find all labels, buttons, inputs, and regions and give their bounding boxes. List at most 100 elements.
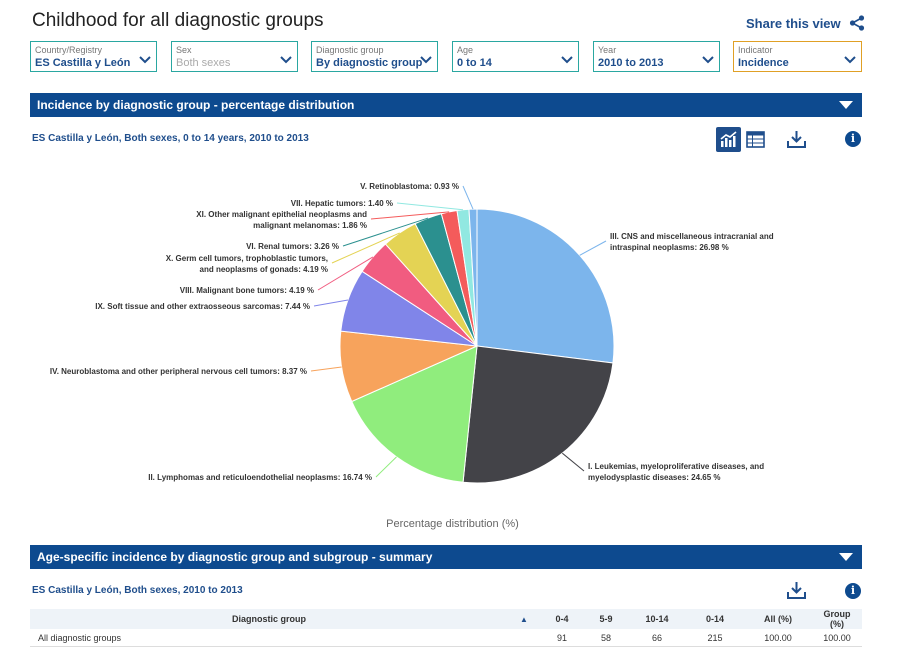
column-header-label: 0-4 (555, 614, 569, 624)
filter-age-value: 0 to 14 (457, 57, 492, 69)
data-label: II. Lymphomas and reticuloendothelial ne… (148, 473, 372, 482)
data-label: IV. Neuroblastoma and other peripheral n… (50, 367, 307, 376)
data-label: III. CNS and miscellaneous intracranial … (610, 232, 774, 252)
info-icon[interactable]: i (845, 131, 861, 147)
pie-connector (561, 452, 585, 472)
filter-sex-value: Both sexes (176, 57, 231, 69)
sort-up-icon: ▲ (520, 615, 528, 624)
pie-connector (317, 256, 374, 291)
filter-indicator-label: Indicator (738, 45, 773, 55)
chart-x-axis-label: Percentage distribution (%) (386, 518, 519, 530)
column-header-label: Group (%) (823, 609, 851, 629)
column-header-label: 0-14 (705, 614, 724, 624)
filter-year[interactable]: Year 2010 to 2013 (593, 41, 720, 72)
table-cell: 215 (686, 629, 744, 647)
page-title: Childhood for all diagnostic groups (32, 10, 324, 31)
filter-year-label: Year (598, 45, 617, 55)
column-header[interactable]: 0-4 (540, 609, 584, 629)
collapse-icon (839, 101, 853, 109)
share-label: Share this view (746, 15, 841, 31)
column-header-label: All (%) (764, 614, 792, 624)
data-label: I. Leukemias, myeloproliferative disease… (588, 462, 764, 482)
table-icon (746, 131, 765, 148)
filter-country-label: Country/Registry (35, 45, 103, 55)
filter-indicator[interactable]: Indicator Incidence (733, 41, 862, 72)
section-header-summary[interactable]: Age-specific incidence by diagnostic gro… (30, 545, 862, 569)
chart-view-button[interactable] (716, 127, 741, 152)
table-cell: 58 (584, 629, 628, 647)
data-label: VIII. Malignant bone tumors: 4.19 % (180, 286, 314, 295)
data-label: IX. Soft tissue and other extraosseous s… (95, 302, 310, 311)
column-header[interactable]: Diagnostic group (30, 609, 508, 629)
download-icon (787, 582, 806, 599)
section-title: Age-specific incidence by diagnostic gro… (37, 550, 433, 564)
filter-diagnostic-group-value: By diagnostic group (316, 57, 423, 69)
column-header[interactable]: 10-14 (628, 609, 686, 629)
sort-indicator[interactable]: ▲ (508, 609, 540, 629)
filter-age-label: Age (457, 45, 474, 55)
table-cell: 100.00 (812, 629, 862, 647)
filter-diagnostic-group[interactable]: Diagnostic group By diagnostic group (311, 41, 438, 72)
data-label: V. Retinoblastoma: 0.93 % (360, 182, 459, 191)
filter-age[interactable]: Age 0 to 14 (452, 41, 579, 72)
pie-connector (579, 240, 607, 256)
column-header[interactable]: 0-14 (686, 609, 744, 629)
download-button[interactable] (784, 127, 809, 152)
data-label: X. Germ cell tumors, trophoblastic tumor… (166, 254, 328, 274)
table-cell: All diagnostic groups (30, 629, 508, 647)
filter-diagnostic-group-label: Diagnostic group (316, 45, 384, 55)
filter-country[interactable]: Country/Registry ES Castilla y León (30, 41, 157, 72)
pie-connector (462, 185, 474, 210)
filter-sex-label: Sex (176, 45, 192, 55)
column-header-label: 10-14 (645, 614, 669, 624)
pie-slice[interactable] (476, 208, 615, 364)
table-cell: 91 (540, 629, 584, 647)
summary-table: Diagnostic group ▲ 0-4 5-9 10-14 0-14 Al… (30, 609, 862, 647)
filter-indicator-value: Incidence (738, 57, 789, 69)
chevron-down-icon (420, 56, 432, 64)
filter-bar: Country/Registry ES Castilla y León Sex … (30, 41, 862, 74)
filter-country-value: ES Castilla y León (35, 57, 131, 69)
table-row: All diagnostic groups 91 58 66 215 100.0… (30, 629, 862, 647)
table-header-row: Diagnostic group ▲ 0-4 5-9 10-14 0-14 Al… (30, 609, 862, 629)
chart-icon (720, 131, 737, 147)
table-subtitle: ES Castilla y León, Both sexes, 2010 to … (32, 585, 243, 596)
data-label: XI. Other malignant epithelial neoplasms… (196, 210, 367, 230)
info-icon[interactable]: i (845, 583, 861, 599)
download-button[interactable] (784, 578, 809, 603)
table-cell: 66 (628, 629, 686, 647)
chevron-down-icon (844, 56, 856, 64)
share-icon (849, 15, 864, 31)
chevron-down-icon (280, 56, 292, 64)
data-label: VI. Renal tumors: 3.26 % (246, 242, 339, 251)
section-title: Incidence by diagnostic group - percenta… (37, 98, 355, 112)
column-header[interactable]: 5-9 (584, 609, 628, 629)
pie-connector (370, 211, 450, 220)
column-header[interactable]: All (%) (744, 609, 812, 629)
table-cell: 100.00 (744, 629, 812, 647)
chart-subtitle: ES Castilla y León, Both sexes, 0 to 14 … (32, 133, 309, 144)
data-label: VII. Hepatic tumors: 1.40 % (291, 199, 393, 208)
pie-connector (342, 217, 429, 247)
chevron-down-icon (561, 56, 573, 64)
pie-connector (310, 366, 342, 372)
pie-slice[interactable] (468, 208, 478, 347)
pie-connector (331, 232, 400, 264)
chevron-down-icon (139, 56, 151, 64)
collapse-icon (839, 553, 853, 561)
column-header-label: 5-9 (599, 614, 613, 624)
section-header-distribution[interactable]: Incidence by diagnostic group - percenta… (30, 93, 862, 117)
pie-connector (375, 456, 397, 478)
pie-connector (313, 299, 349, 307)
pie-chart: III. CNS and miscellaneous intracranial … (50, 182, 774, 484)
filter-sex[interactable]: Sex Both sexes (171, 41, 298, 72)
table-cell (508, 629, 540, 647)
table-view-button[interactable] (743, 127, 768, 152)
column-header-label: Diagnostic group (232, 614, 306, 624)
chevron-down-icon (702, 56, 714, 64)
share-button[interactable]: Share this view (746, 15, 865, 31)
download-icon (787, 131, 806, 148)
pie-slice[interactable] (351, 345, 478, 483)
column-header[interactable]: Group (%) (812, 609, 862, 629)
filter-year-value: 2010 to 2013 (598, 57, 664, 69)
